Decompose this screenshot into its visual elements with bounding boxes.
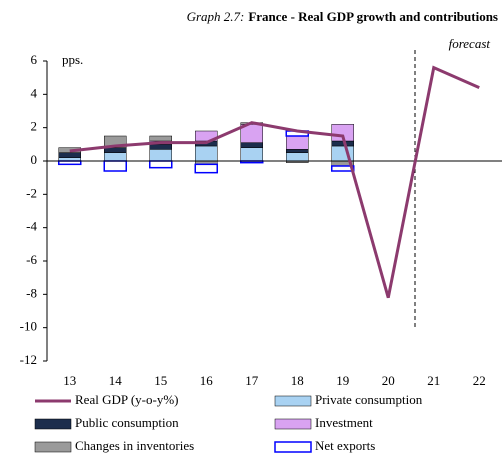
- bar-segment: [286, 149, 309, 153]
- bar-segment: [104, 135, 127, 148]
- y-tick-label: -8: [26, 285, 37, 300]
- bar-segment: [104, 147, 127, 153]
- x-tick-label: 15: [154, 373, 167, 388]
- bar-segment: [331, 165, 355, 172]
- bar-segment: [331, 140, 354, 147]
- x-tick-label: 21: [427, 373, 440, 388]
- bar-segment: [149, 149, 172, 162]
- y-tick-label: -2: [26, 185, 37, 200]
- bar-segment: [240, 142, 263, 148]
- legend-label: Investment: [315, 415, 373, 430]
- title-text: France - Real GDP growth and contributio…: [248, 9, 498, 24]
- x-tick-label: 13: [63, 373, 76, 388]
- legend-swatch: [34, 418, 72, 430]
- y-tick-label: -4: [26, 219, 37, 234]
- legend-swatch: [34, 441, 72, 453]
- bar-segment: [286, 152, 309, 162]
- legend-label: Changes in inventories: [75, 438, 194, 453]
- graph-label: Graph 2.7:: [187, 9, 245, 24]
- bar-segment: [149, 144, 172, 150]
- y-tick-label: -10: [20, 319, 37, 334]
- y-tick-label: 2: [31, 119, 38, 134]
- y-tick-label: 6: [31, 52, 38, 67]
- bar-segment: [195, 145, 218, 162]
- x-tick-label: 20: [382, 373, 395, 388]
- legend-label: Real GDP (y-o-y%): [75, 392, 179, 407]
- legend-swatch: [274, 441, 312, 453]
- legend-label: Private consumption: [315, 392, 423, 407]
- bar-segment: [104, 152, 127, 162]
- y-unit: pps.: [62, 52, 83, 67]
- x-tick-label: 17: [245, 373, 259, 388]
- x-tick-label: 16: [200, 373, 214, 388]
- bar-segment: [240, 147, 263, 162]
- y-tick-label: -6: [26, 252, 37, 267]
- x-tick-label: 22: [473, 373, 486, 388]
- y-tick-label: 0: [31, 152, 38, 167]
- y-tick-label: -12: [20, 352, 37, 367]
- bar-segment: [194, 163, 218, 174]
- bar-segment: [195, 130, 218, 142]
- x-tick-label: 19: [336, 373, 349, 388]
- x-tick-label: 18: [291, 373, 304, 388]
- y-tick-label: 4: [31, 85, 38, 100]
- bar-segment: [58, 152, 81, 158]
- legend-label: Net exports: [315, 438, 375, 453]
- legend-swatch: [274, 395, 312, 407]
- bar-segment: [149, 160, 173, 169]
- bar-segment: [149, 135, 172, 142]
- gdp-line: [69, 65, 480, 299]
- legend-swatch: [274, 418, 312, 430]
- bar-segment: [103, 160, 127, 172]
- chart-title: Graph 2.7: France - Real GDP growth and c…: [187, 9, 498, 24]
- legend-label: Public consumption: [75, 415, 179, 430]
- x-tick-label: 14: [109, 373, 123, 388]
- forecast-label: forecast: [449, 36, 491, 51]
- bar-segment: [286, 135, 309, 150]
